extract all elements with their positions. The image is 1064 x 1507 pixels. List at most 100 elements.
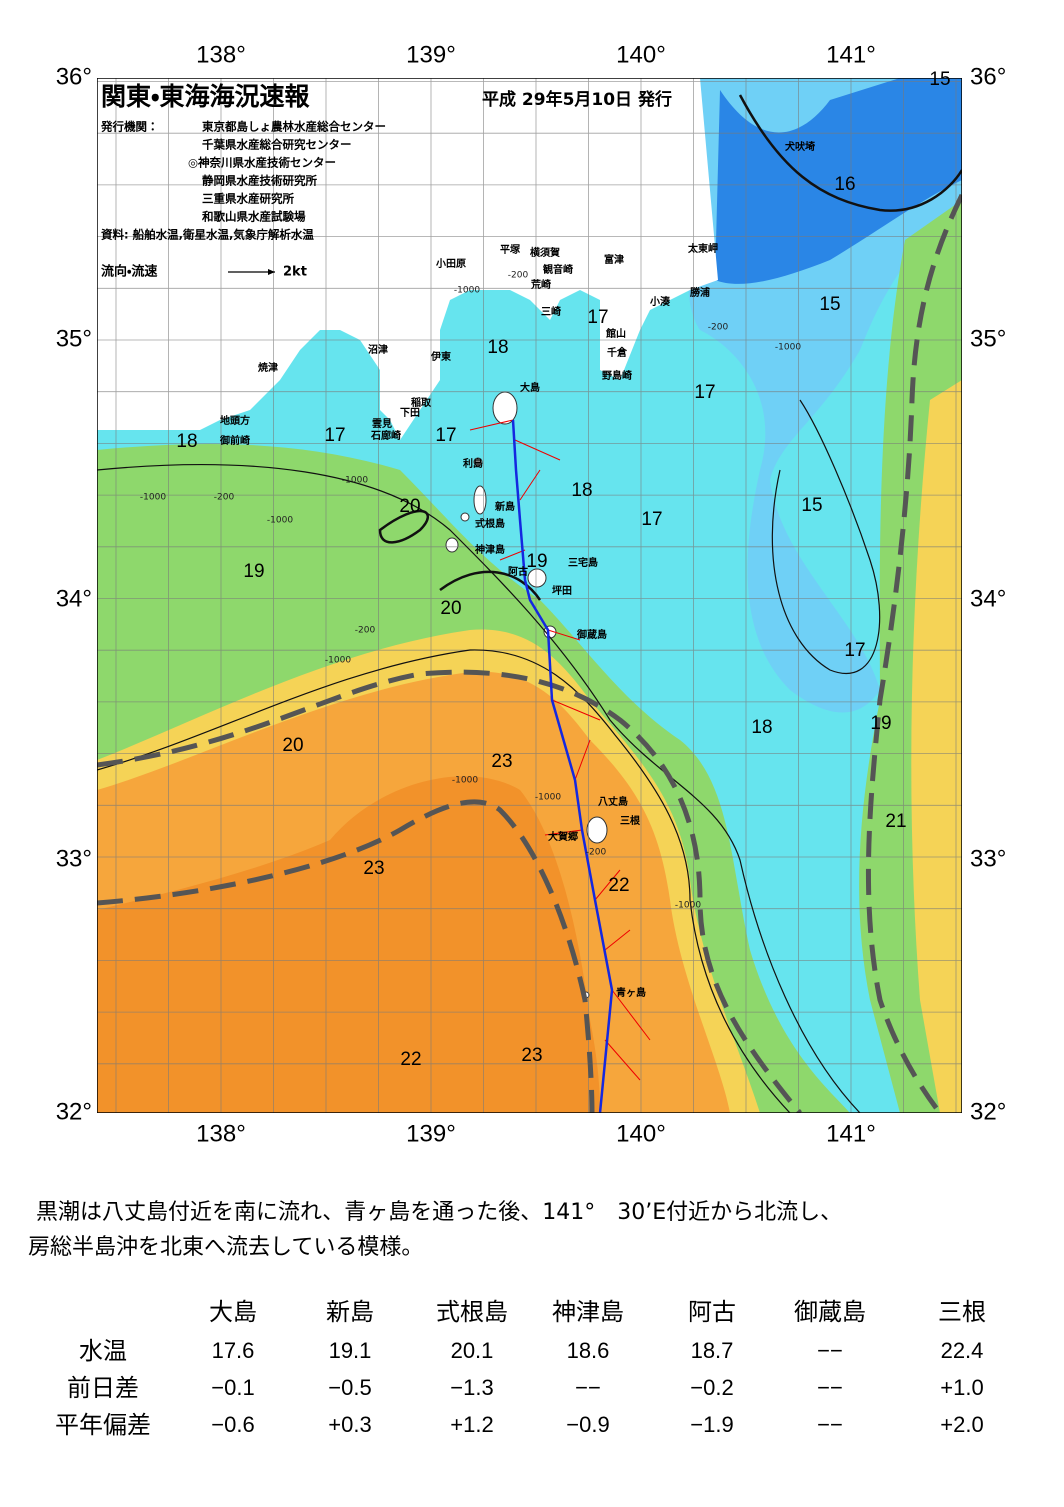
place-name: 神津島 [474,543,505,556]
depth-label: -200 [214,493,235,503]
depth-label: -1000 [454,286,480,296]
column-header: 三根 [938,1298,986,1326]
isotherm-label: 19 [870,713,891,734]
depth-label: -1000 [325,656,351,666]
summary-line: 房総半島沖を北東へ流去している模様。 [28,1235,423,1260]
place-name: 新島 [494,500,515,513]
isotherms [97,94,962,1113]
table-cell: −− [817,1338,843,1363]
isotherm [378,509,430,544]
table-cell: −1.9 [690,1412,733,1437]
place-name: 伊東 [430,350,451,363]
isotherm-label: 17 [641,509,662,530]
depth-label: -1000 [775,343,801,353]
publisher: ◎神奈川県水産技術センター [188,156,336,170]
dashed-line [97,799,595,1113]
isotherm-label: 18 [487,337,508,358]
lon-label: 141° [826,41,876,68]
place-name: 観音崎 [543,263,573,276]
place-name: 小湊 [649,295,671,308]
isotherm-label: 18 [751,717,772,738]
row-label: 水温 [79,1337,127,1365]
isotherm-label: 17 [694,382,715,403]
graticule [97,78,962,1113]
island [492,391,518,425]
column-header: 新島 [326,1298,374,1326]
island [445,537,459,553]
table-cell: −0.1 [211,1375,254,1400]
place-name: 石廊崎 [370,429,401,442]
isotherm-label: 17 [435,425,456,446]
depth-label: -200 [708,323,729,333]
vector [469,419,651,1081]
place-name: 平塚 [500,243,521,256]
dashed-line [865,193,962,1113]
table-cell: −0.9 [566,1412,609,1437]
table-cell: +0.3 [328,1412,371,1437]
lon-label: 139° [406,41,456,68]
isotherm [771,399,881,674]
place-name: 青ヶ島 [616,986,646,999]
isotherm-label: 17 [324,425,345,446]
place-name: 沼津 [368,343,388,356]
table-cell: 18.7 [691,1338,734,1363]
row-label: 前日差 [67,1374,139,1402]
table-cell: 22.4 [941,1338,984,1363]
table-cell: +1.0 [940,1375,983,1400]
table-cell: −0.5 [328,1375,371,1400]
isotherm-label: 19 [243,561,264,582]
isotherm-label: 20 [399,496,420,517]
isotherm-label: 23 [491,751,512,772]
sea-zone [715,78,962,284]
publisher: 東京都島しょ農林水産総合センター [202,120,386,134]
table-cell: 18.6 [567,1338,610,1363]
table-cell: 19.1 [329,1338,372,1363]
depth-label: -200 [508,271,529,281]
isotherm-label: 18 [176,431,197,452]
place-name: 三宅島 [568,556,598,569]
isotherm-label: 15 [929,69,950,90]
table-cell: 17.6 [212,1338,255,1363]
lat-label: 35° [970,325,1006,352]
publisher: 和歌山県水産試験場 [202,210,306,224]
legend-arrowhead [268,269,275,275]
depth-label: -1000 [140,493,166,503]
island [586,816,608,844]
isotherm-label: 20 [282,735,303,756]
place-name: 稲取 [411,396,432,409]
legend-label: 流向・流速 [101,264,157,280]
depth-label: -1000 [535,793,561,803]
island [473,457,483,467]
ship-track [511,419,614,1113]
place-name: 館山 [605,327,626,340]
table-cell: −1.3 [450,1375,493,1400]
lon-label: 140° [616,1120,666,1147]
isotherm-label: 18 [571,480,592,501]
sea-zone [911,380,962,1113]
place-name: 大島 [520,381,540,394]
place-name: 焼津 [258,361,278,374]
lat-label: 34° [56,585,92,612]
column-header: 阿古 [688,1298,736,1326]
column-header: 大島 [209,1298,257,1326]
table-cell: −0.6 [211,1412,254,1437]
table-cell: +1.2 [450,1412,493,1437]
isotherm-label: 22 [400,1049,421,1070]
lat-label: 34° [970,585,1006,612]
table-cell: −0.2 [690,1375,733,1400]
place-name: 下田 [400,407,420,419]
place-name: 横須賀 [530,246,560,259]
place-name: 太東岬 [687,242,718,255]
isotherm-label: 17 [587,307,608,328]
lat-label: 36° [970,63,1006,90]
place-name: 荒崎 [530,278,551,291]
place-name: 野島崎 [602,369,632,382]
depth-label: -1000 [452,776,478,786]
publisher: 静岡県水産技術研究所 [202,174,317,188]
table-cell: −− [817,1375,843,1400]
sea-temperature-map [97,78,962,1113]
isotherm [97,464,861,1113]
